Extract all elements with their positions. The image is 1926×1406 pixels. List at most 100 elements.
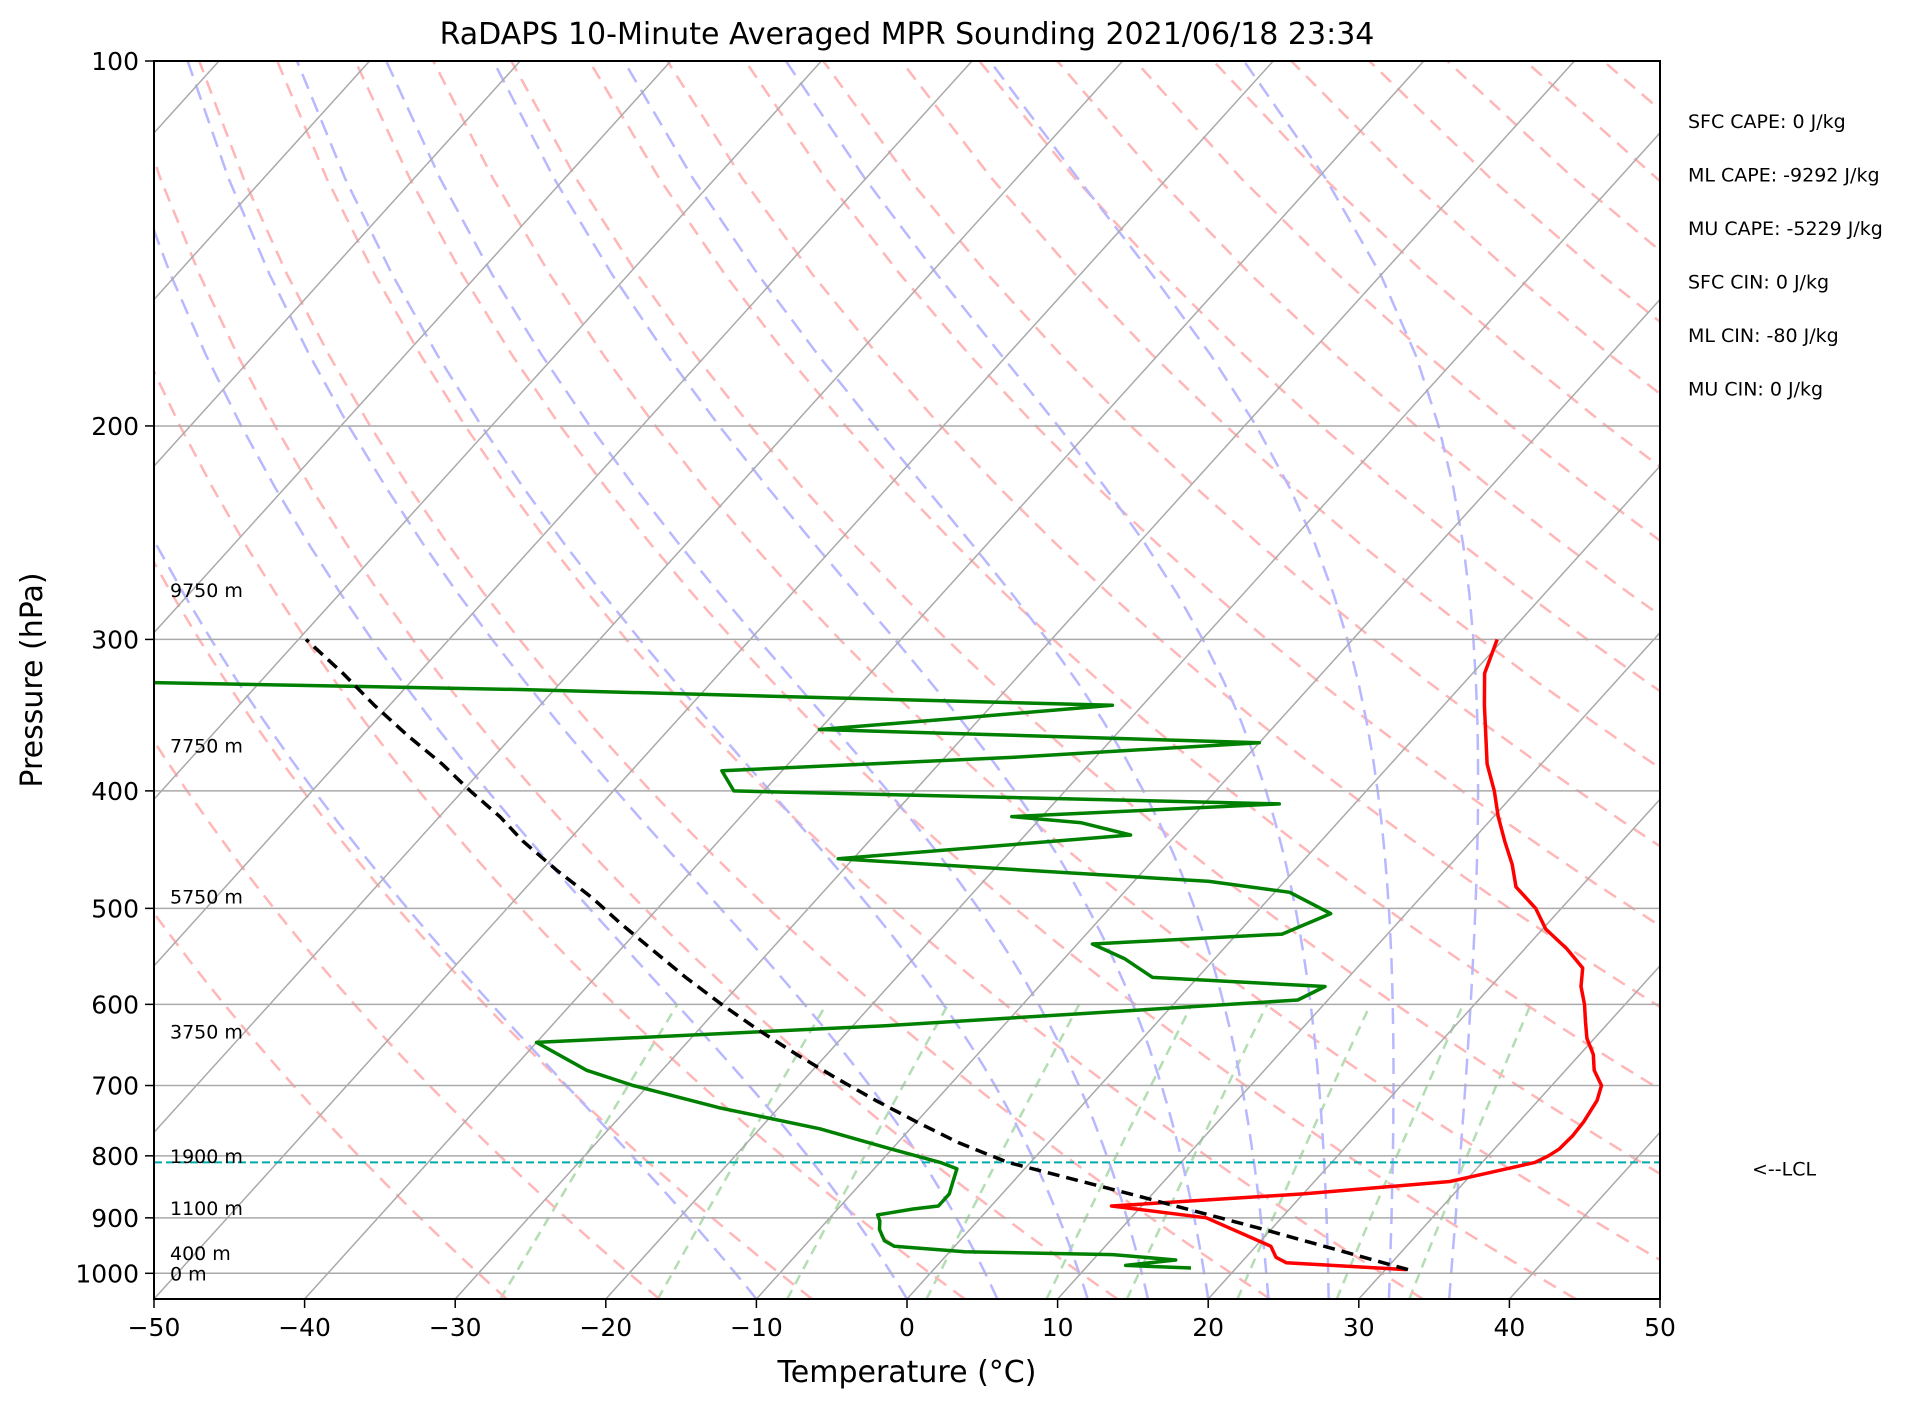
stat-line: MU CIN: 0 J/kg	[1688, 379, 1823, 401]
x-tick-label: −50	[128, 1313, 181, 1342]
isotherm-line	[304, 61, 1425, 1299]
dry-adiabat-line	[1134, 61, 1660, 543]
y-tick-label: 200	[91, 412, 139, 441]
x-tick-label: 0	[899, 1313, 915, 1342]
isotherm-line	[1358, 964, 1660, 1299]
x-tick-label: −10	[730, 1313, 783, 1342]
temperature-line	[1109, 638, 1604, 1272]
mixing-ratio-line	[1125, 1003, 1269, 1299]
x-axis-label: Temperature (°C)	[777, 1355, 1037, 1390]
isotherm-line	[454, 61, 1575, 1299]
moist-adiabat-line	[784, 61, 1330, 1299]
dry-adiabat-line	[510, 61, 1660, 1176]
isotherm-line	[154, 61, 672, 634]
stat-line: SFC CIN: 0 J/kg	[1688, 272, 1829, 294]
dry-adiabat-line	[588, 61, 1660, 1091]
x-tick-label: 50	[1644, 1313, 1676, 1342]
dry-adiabat-line	[978, 61, 1660, 693]
x-axis-ticks: −50 −40 −30 −20 −10 0 10 20 30 40 50	[128, 1299, 1676, 1342]
dry-adiabat-line	[154, 559, 813, 1299]
x-tick-label: 20	[1192, 1313, 1224, 1342]
isotherm-line	[154, 61, 973, 967]
dry-adiabat-line	[154, 911, 508, 1299]
y-axis-ticks: 100 200 300 400 500 600 700 800 900 1000	[75, 47, 154, 1288]
isotherm-line	[154, 61, 521, 468]
dry-adiabat-line	[1524, 61, 1660, 183]
isotherm-line	[1659, 1297, 1660, 1299]
isotherm-line	[605, 131, 1660, 1299]
isotherm-line	[1811, 61, 1926, 1299]
x-tick-label: 10	[1042, 1313, 1074, 1342]
dry-adiabat-line	[276, 61, 1424, 1299]
mixing-ratio-line	[786, 1003, 950, 1299]
dry-adiabat-line	[354, 61, 1577, 1299]
dry-adiabat-line	[900, 61, 1660, 770]
moist-adiabat-line	[186, 61, 999, 1299]
isotherm-line	[906, 464, 1660, 1299]
height-label: 400 m	[170, 1243, 231, 1265]
y-tick-label: 1000	[75, 1259, 139, 1288]
stat-line: MU CAPE: -5229 J/kg	[1688, 218, 1883, 240]
height-label: 7750 m	[170, 736, 243, 758]
x-tick-label: 40	[1493, 1313, 1525, 1342]
dry-adiabat-line	[1446, 61, 1660, 253]
dry-adiabat-line	[1290, 61, 1660, 396]
dry-adiabat-line	[1602, 61, 1660, 112]
moist-adiabat-line	[492, 61, 1210, 1299]
y-axis-label: Pressure (hPa)	[15, 572, 50, 787]
sounding-series	[154, 638, 1604, 1272]
mixing-ratio-line	[1335, 1003, 1465, 1299]
dry-adiabat-line	[744, 61, 1660, 928]
mixing-ratio-line	[1236, 1003, 1372, 1299]
y-tick-label: 600	[91, 990, 139, 1019]
background-lines	[154, 61, 1926, 1299]
moist-adiabat-line	[622, 61, 1270, 1299]
moist-adiabat-line	[154, 226, 909, 1299]
height-label: 5750 m	[170, 887, 243, 909]
isotherm-line	[154, 61, 822, 801]
mixing-ratio-line	[656, 1003, 828, 1299]
dry-adiabat-line	[198, 61, 1271, 1299]
y-tick-label: 500	[91, 894, 139, 923]
y-tick-label: 800	[91, 1142, 139, 1171]
moist-adiabat-line	[385, 61, 1150, 1299]
dry-adiabat-line	[154, 738, 661, 1299]
dry-adiabat-line	[154, 368, 966, 1299]
dewpoint-line	[154, 680, 1333, 1270]
isotherm-line	[154, 61, 1274, 1299]
moist-adiabat-line	[988, 61, 1395, 1299]
mixing-ratio-line	[1045, 1003, 1193, 1299]
dry-adiabat-line	[1056, 61, 1660, 617]
y-tick-label: 100	[91, 47, 139, 76]
mixing-ratio-line	[1408, 1003, 1532, 1299]
moist-adiabat-line	[1242, 61, 1480, 1299]
pressure-gridlines	[154, 60, 1660, 1275]
y-tick-label: 700	[91, 1072, 139, 1101]
height-label: 9750 m	[170, 580, 243, 602]
isotherm-line	[154, 61, 1124, 1134]
x-tick-label: 30	[1343, 1313, 1375, 1342]
x-tick-label: −30	[429, 1313, 482, 1342]
height-label: 1900 m	[170, 1146, 243, 1168]
isotherm-line	[755, 298, 1660, 1299]
stat-line: SFC CAPE: 0 J/kg	[1688, 111, 1846, 133]
x-tick-label: −20	[579, 1313, 632, 1342]
stat-line: ML CAPE: -9292 J/kg	[1688, 165, 1880, 187]
lcl-group: <--LCL	[154, 1158, 1816, 1180]
stat-line: ML CIN: -80 J/kg	[1688, 325, 1839, 347]
stats-panel: SFC CAPE: 0 J/kg ML CAPE: -9292 J/kg MU CA…	[1688, 111, 1883, 401]
isotherm-line	[154, 61, 371, 301]
isotherm-line	[1508, 1131, 1660, 1299]
lcl-label: <--LCL	[1752, 1158, 1816, 1180]
height-label: 3750 m	[170, 1022, 243, 1044]
parcel-path-line	[304, 638, 1409, 1272]
mixing-ratio-line	[925, 1003, 1081, 1299]
dry-adiabat-line	[666, 61, 1660, 1009]
height-label: 1100 m	[170, 1198, 243, 1220]
height-label: 0 m	[170, 1263, 207, 1285]
y-tick-label: 400	[91, 777, 139, 806]
chart-title: RaDAPS 10-Minute Averaged MPR Sounding 2…	[440, 17, 1375, 52]
height-labels: 9750 m 7750 m 5750 m 3750 m 1900 m 1100 m 400 …	[170, 580, 243, 1286]
x-tick-label: −40	[278, 1313, 331, 1342]
